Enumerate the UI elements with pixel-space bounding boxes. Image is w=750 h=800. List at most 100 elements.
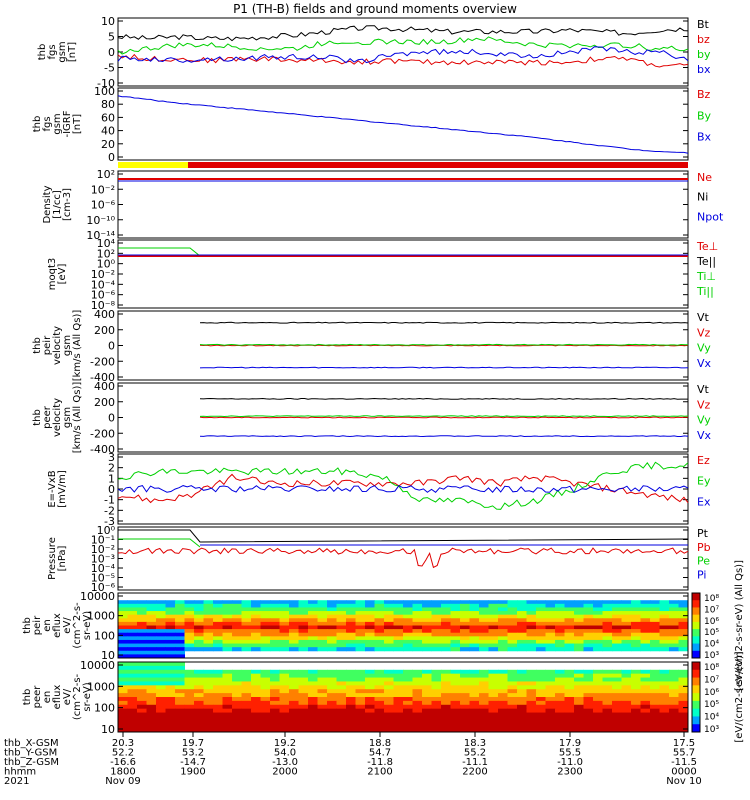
colorbar-tick-label: 10⁸ xyxy=(704,594,719,604)
heatmap-cell xyxy=(194,704,204,710)
heatmap-cell xyxy=(251,647,261,652)
heatmap-cell xyxy=(393,712,404,717)
heatmap-cell xyxy=(564,697,575,702)
heatmap-cell xyxy=(241,669,252,675)
heatmap-cell xyxy=(365,720,375,725)
heatmap-cell xyxy=(498,697,508,702)
x-axis-value: 2000 xyxy=(272,767,297,778)
heatmap-cell xyxy=(308,693,318,698)
heatmap-cell xyxy=(403,704,413,710)
heatmap-cell xyxy=(460,643,470,648)
heatmap-cell xyxy=(574,603,584,608)
x-axis-value: 18.3 xyxy=(464,738,486,749)
heatmap-cell xyxy=(355,720,366,725)
heatmap-cell xyxy=(631,677,641,682)
heatmap-cell xyxy=(536,643,546,648)
heatmap-cell xyxy=(289,632,299,637)
heatmap-cell xyxy=(536,704,546,710)
heatmap-cell xyxy=(583,697,594,702)
heatmap-cell xyxy=(336,728,347,733)
heatmap-cell xyxy=(298,647,309,652)
heatmap-cell xyxy=(165,677,176,682)
heatmap-cell xyxy=(488,632,499,637)
heatmap-cell xyxy=(222,724,233,729)
heatmap-cell xyxy=(583,632,594,637)
heatmap-cell xyxy=(232,728,242,733)
heatmap-cell xyxy=(555,618,565,623)
heatmap-cell xyxy=(403,685,413,690)
heatmap-cell xyxy=(621,673,632,679)
heatmap-cell xyxy=(441,685,451,690)
heatmap-cell xyxy=(251,625,261,630)
heatmap-cell xyxy=(650,673,660,679)
heatmap-cell xyxy=(602,728,613,733)
heatmap-cell xyxy=(431,716,442,721)
heatmap-cell xyxy=(355,708,366,714)
heatmap-cell xyxy=(165,600,176,605)
heatmap-cell xyxy=(488,625,499,630)
heatmap-cell xyxy=(631,685,641,690)
heatmap-cell xyxy=(194,618,204,623)
heatmap-cell xyxy=(526,716,537,721)
heatmap-cell xyxy=(175,677,185,682)
heatmap-cell xyxy=(555,689,565,694)
heatmap-cell xyxy=(355,685,366,690)
heatmap-cell xyxy=(422,636,432,641)
heatmap-cell xyxy=(441,618,451,623)
heatmap-cell xyxy=(488,629,499,634)
heatmap-cell xyxy=(298,636,309,641)
heatmap-cell xyxy=(175,700,185,706)
heatmap-cell xyxy=(460,607,470,612)
heatmap-cell xyxy=(583,708,594,714)
heatmap-cell xyxy=(412,629,423,634)
heatmap-cell xyxy=(241,603,252,608)
heatmap-cell xyxy=(308,618,318,623)
heatmap-cell xyxy=(184,603,195,608)
heatmap-cell xyxy=(555,697,565,702)
heatmap-cell xyxy=(146,712,157,717)
heatmap-cell xyxy=(232,681,242,686)
heatmap-cell xyxy=(507,704,518,710)
heatmap-cell xyxy=(545,697,556,702)
heatmap-cell xyxy=(251,700,261,706)
heatmap-cell xyxy=(659,643,670,648)
heatmap-cell xyxy=(365,712,375,717)
heatmap-cell xyxy=(545,647,556,652)
heatmap-cell xyxy=(175,685,185,690)
heatmap-cell xyxy=(184,673,195,679)
y-tick-label: 10⁻¹⁴ xyxy=(86,229,115,242)
heatmap-cell xyxy=(431,697,442,702)
heatmap-cell xyxy=(222,720,233,725)
heatmap-cell xyxy=(517,700,527,706)
heatmap-cell xyxy=(327,681,337,686)
heatmap-cell xyxy=(270,720,280,725)
y-tick-label: 2 xyxy=(108,462,115,475)
colorbar-tick-label: 10³ xyxy=(704,651,719,661)
heatmap-cell xyxy=(450,639,461,645)
heatmap-cell xyxy=(270,647,280,652)
heatmap-cell xyxy=(355,697,366,702)
heatmap-cell xyxy=(184,720,195,725)
y-tick-label: 200 xyxy=(94,324,115,337)
y-axis-label: -IGRF xyxy=(62,110,73,137)
heatmap-cell xyxy=(270,669,280,675)
heatmap-cell xyxy=(498,720,508,725)
heatmap-cell xyxy=(146,716,157,721)
heatmap-cell xyxy=(118,603,128,608)
heatmap-cell xyxy=(422,720,432,725)
heatmap-cell xyxy=(469,607,480,612)
heatmap-cell xyxy=(317,647,328,652)
heatmap-cell xyxy=(251,673,261,679)
heatmap-cell xyxy=(232,639,242,645)
heatmap-cell xyxy=(156,643,166,648)
heatmap-cell xyxy=(612,632,622,637)
heatmap-cell xyxy=(203,677,214,682)
heatmap-cell xyxy=(555,700,565,706)
heatmap-cell xyxy=(517,607,527,612)
heatmap-cell xyxy=(545,716,556,721)
heatmap-cell xyxy=(469,700,480,706)
heatmap-cell xyxy=(403,720,413,725)
colorbar-segment xyxy=(692,593,700,601)
y-axis-label: [mV/m] xyxy=(57,470,68,508)
heatmap-cell xyxy=(336,629,347,634)
